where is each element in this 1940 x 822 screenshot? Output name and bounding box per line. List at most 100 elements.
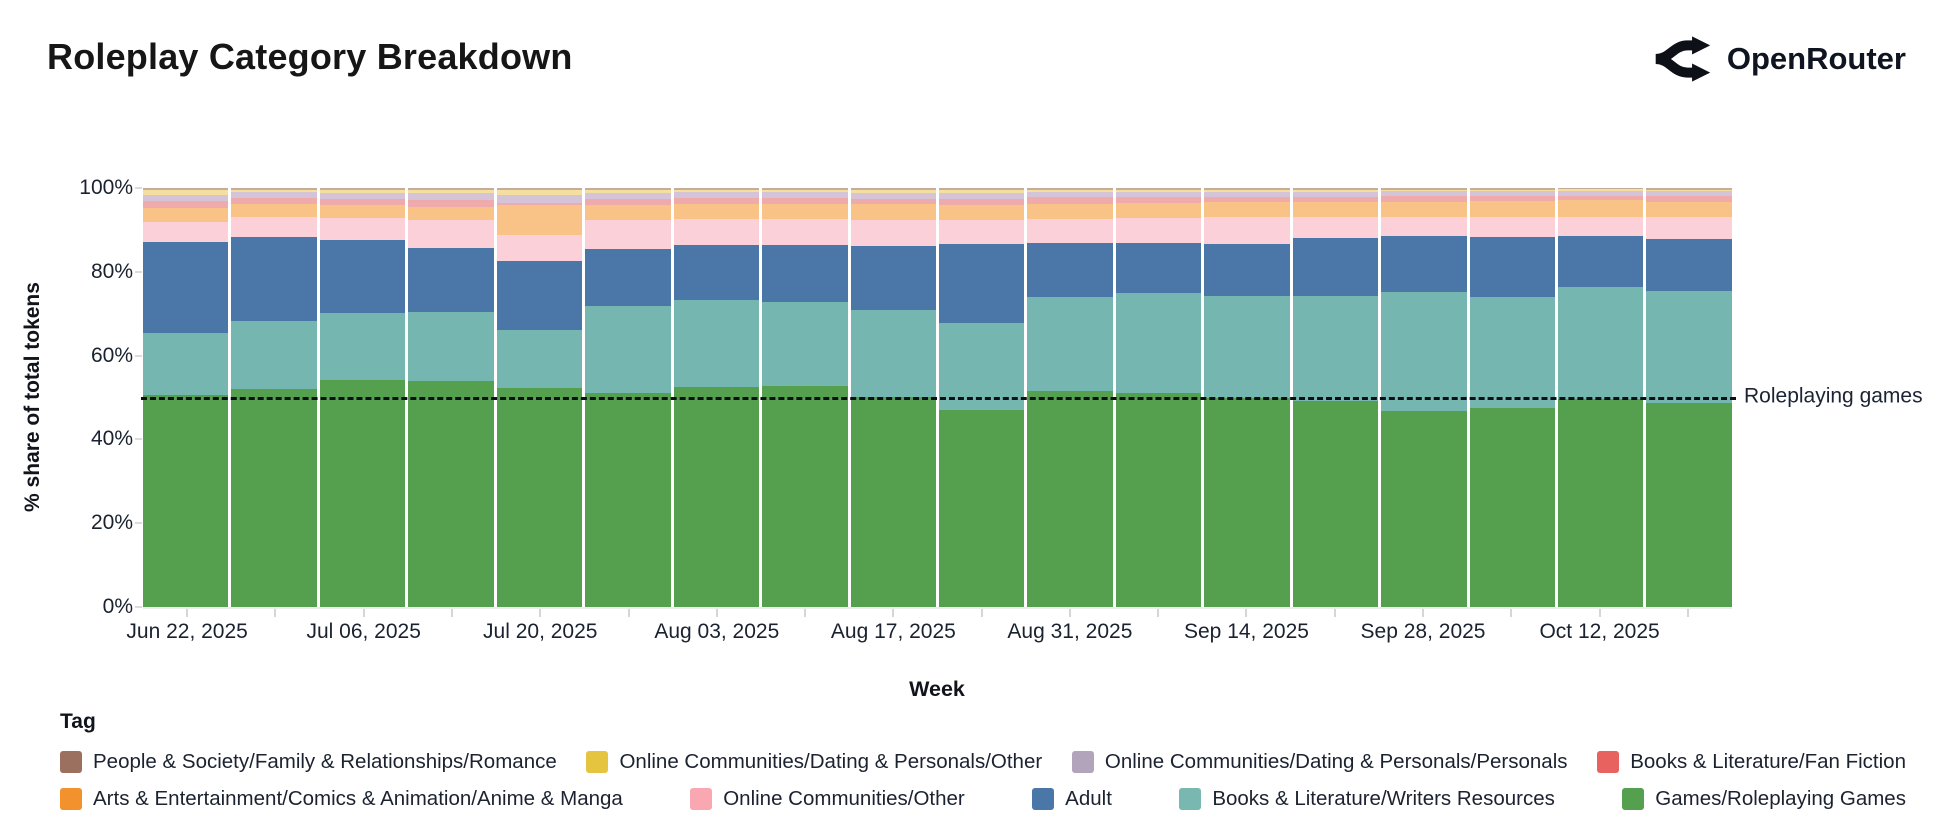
- stacked-bar[interactable]: [1115, 188, 1202, 607]
- bar-segment[interactable]: [408, 188, 494, 190]
- bar-segment[interactable]: [319, 218, 406, 240]
- bar-segment[interactable]: [1115, 202, 1202, 219]
- stacked-bar[interactable]: [1381, 188, 1467, 607]
- bar-segment[interactable]: [1646, 291, 1732, 403]
- bar-segment[interactable]: [1646, 201, 1732, 218]
- bar-segment[interactable]: [496, 205, 583, 235]
- bar-segment[interactable]: [1115, 188, 1202, 190]
- legend-item[interactable]: Books & Literature/Writers Resources: [1179, 787, 1555, 811]
- bar-segment[interactable]: [762, 198, 848, 204]
- bar-segment[interactable]: [850, 192, 936, 199]
- bar-segment[interactable]: [938, 410, 1025, 607]
- bar-segment[interactable]: [1292, 238, 1379, 297]
- bar-segment[interactable]: [762, 188, 848, 190]
- bar-segment[interactable]: [1027, 219, 1113, 244]
- bar-segment[interactable]: [143, 395, 229, 607]
- bar-segment[interactable]: [1469, 297, 1555, 409]
- bar-segment[interactable]: [673, 203, 760, 219]
- bar-segment[interactable]: [408, 192, 494, 200]
- bar-segment[interactable]: [143, 188, 229, 190]
- bar-segment[interactable]: [1292, 196, 1379, 203]
- bar-segment[interactable]: [143, 195, 229, 202]
- bar-segment[interactable]: [1646, 188, 1732, 190]
- bar-segment[interactable]: [143, 332, 229, 396]
- bar-segment[interactable]: [231, 203, 317, 218]
- bar-segment[interactable]: [1558, 189, 1644, 192]
- bar-segment[interactable]: [673, 299, 760, 387]
- bar-segment[interactable]: [1115, 191, 1202, 198]
- bar-segment[interactable]: [496, 234, 583, 261]
- bar-segment[interactable]: [850, 219, 936, 246]
- bar-segment[interactable]: [1027, 203, 1113, 220]
- bar-segment[interactable]: [938, 322, 1025, 411]
- bar-segment[interactable]: [1115, 189, 1202, 192]
- bar-segment[interactable]: [408, 219, 494, 249]
- bar-segment[interactable]: [1292, 191, 1379, 197]
- bar-segment[interactable]: [1204, 398, 1290, 607]
- bar-segment[interactable]: [585, 198, 671, 205]
- bar-segment[interactable]: [1115, 243, 1202, 294]
- bar-segment[interactable]: [1558, 191, 1644, 196]
- bar-segment[interactable]: [673, 188, 760, 190]
- bar-segment[interactable]: [408, 189, 494, 193]
- bar-segment[interactable]: [1469, 191, 1555, 197]
- bar-segment[interactable]: [1027, 192, 1113, 198]
- legend-item[interactable]: Online Communities/Dating & Personals/Ot…: [586, 750, 1042, 774]
- bar-segment[interactable]: [585, 204, 671, 221]
- bar-segment[interactable]: [850, 396, 936, 607]
- bar-segment[interactable]: [143, 201, 229, 208]
- bar-segment[interactable]: [496, 330, 583, 389]
- bar-segment[interactable]: [585, 188, 671, 190]
- bar-segment[interactable]: [1204, 244, 1290, 297]
- bar-segment[interactable]: [1204, 189, 1290, 192]
- bar-segment[interactable]: [938, 244, 1025, 323]
- bar-segment[interactable]: [1469, 408, 1555, 607]
- bar-segment[interactable]: [319, 189, 406, 194]
- bar-segment[interactable]: [850, 189, 936, 193]
- stacked-bar[interactable]: [408, 188, 494, 607]
- bar-segment[interactable]: [850, 245, 936, 310]
- bar-segment[interactable]: [1027, 243, 1113, 297]
- bar-segment[interactable]: [231, 197, 317, 204]
- bar-segment[interactable]: [231, 188, 317, 190]
- bar-segment[interactable]: [319, 312, 406, 380]
- bar-segment[interactable]: [1204, 196, 1290, 202]
- bar-segment[interactable]: [1469, 237, 1555, 298]
- bar-segment[interactable]: [850, 204, 936, 220]
- bar-segment[interactable]: [1558, 188, 1644, 190]
- legend-item[interactable]: Adult: [1032, 787, 1112, 811]
- stacked-bar[interactable]: [231, 188, 317, 607]
- bar-segment[interactable]: [762, 301, 848, 387]
- bar-segment[interactable]: [319, 188, 406, 190]
- bar-segment[interactable]: [1204, 188, 1290, 190]
- bar-segment[interactable]: [938, 188, 1025, 190]
- bar-segment[interactable]: [496, 260, 583, 331]
- bar-segment[interactable]: [231, 189, 317, 193]
- bar-segment[interactable]: [762, 192, 848, 199]
- bar-segment[interactable]: [673, 192, 760, 198]
- bar-segment[interactable]: [673, 218, 760, 246]
- bar-segment[interactable]: [143, 189, 229, 196]
- bar-segment[interactable]: [408, 206, 494, 220]
- bar-segment[interactable]: [1558, 195, 1644, 201]
- stacked-bar[interactable]: [319, 188, 406, 607]
- bar-segment[interactable]: [1115, 393, 1202, 607]
- bar-segment[interactable]: [1381, 216, 1467, 237]
- stacked-bar[interactable]: [762, 188, 848, 607]
- bar-segment[interactable]: [319, 205, 406, 219]
- bar-segment[interactable]: [762, 189, 848, 193]
- legend-item[interactable]: Games/Roleplaying Games: [1622, 787, 1906, 811]
- bar-segment[interactable]: [585, 192, 671, 199]
- bar-segment[interactable]: [1646, 189, 1732, 192]
- stacked-bar[interactable]: [1027, 188, 1113, 607]
- bar-segment[interactable]: [673, 197, 760, 204]
- bar-segment[interactable]: [762, 203, 848, 220]
- bar-segment[interactable]: [1381, 236, 1467, 292]
- bar-segment[interactable]: [319, 239, 406, 313]
- bar-segment[interactable]: [143, 221, 229, 243]
- bar-segment[interactable]: [1558, 217, 1644, 237]
- bar-segment[interactable]: [1558, 200, 1644, 218]
- bar-segment[interactable]: [1381, 410, 1467, 607]
- bar-segment[interactable]: [585, 249, 671, 306]
- bar-segment[interactable]: [1558, 399, 1644, 607]
